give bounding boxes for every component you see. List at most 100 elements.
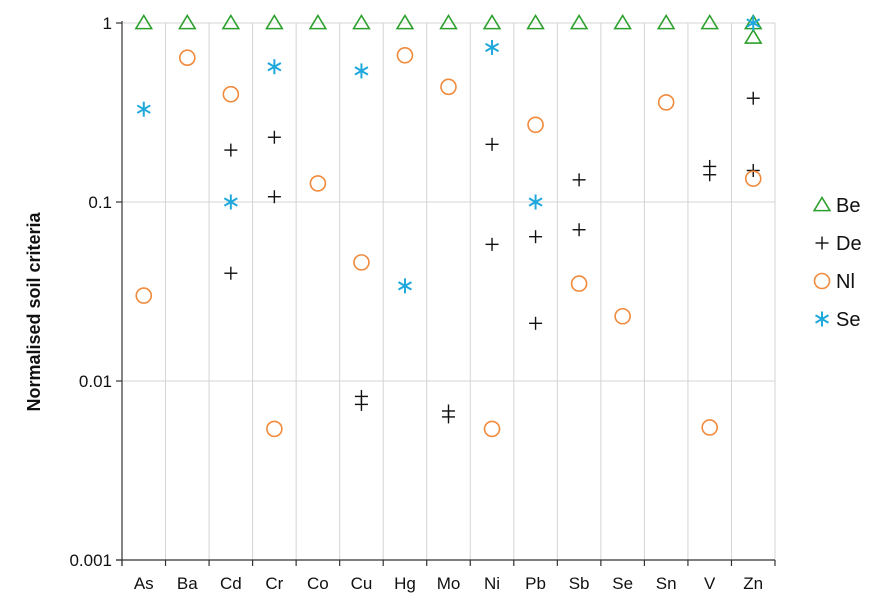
series-nl [135,47,762,438]
legend-label-be: Be [836,195,860,217]
legend: Be De Nl Se [812,195,862,331]
point-be-zn [743,28,763,44]
legend-marker-nl [813,272,831,290]
legend-item-nl: Nl [813,271,855,293]
point-nl-co [309,175,327,192]
point-de-pb [529,230,543,244]
data-points [134,13,763,438]
point-nl-ba [179,49,196,66]
legend-label-de: De [836,233,862,255]
point-de-cr [267,130,281,144]
x-tick-label: Co [307,574,329,593]
point-de-ni [485,237,499,251]
x-tick-label: Se [612,574,633,593]
y-tick-label: 0.01 [79,372,112,391]
point-nl-cr [266,420,283,438]
point-se-ni-d2 [485,42,500,53]
point-se-pb-d2 [528,197,543,207]
point-be-hg [395,13,415,30]
point-nl-se [614,307,631,325]
series-be [134,13,763,44]
point-be-se [613,13,632,30]
x-tick-label: Mo [437,574,461,593]
point-se-zn [746,15,761,31]
point-nl-as [135,287,153,304]
x-tick-label: V [704,574,716,593]
point-se-cr [267,59,282,75]
x-tick-label: Cu [351,574,373,593]
point-be-as [134,13,154,30]
point-be-sn [656,13,676,30]
point-de-v [703,168,717,182]
point-nl-sn [657,94,675,111]
point-be-ni [482,13,502,30]
point-be-cd [221,13,241,30]
x-tick-label: Hg [394,574,416,593]
point-nl-ni [483,420,501,438]
point-nl-mo [440,78,457,96]
point-de-sb [572,173,586,187]
point-se-cu [354,63,369,79]
x-tick-label: Ba [177,574,198,593]
point-be-cr [265,13,284,30]
x-tick-label: Cr [265,574,283,593]
point-de-cd [224,143,238,157]
point-de-sb [572,223,586,237]
grid-lines [122,22,776,561]
x-tick-label: Sb [569,574,590,593]
legend-marker-se-d2 [815,314,829,324]
point-de-cu [354,397,368,411]
tick-labels: 0.001 0.01 0.1 1 As Ba Cd Cr Co Cu Hg Mo Ni Pb Sb Se Sn V… [69,14,763,593]
legend-label-nl: Nl [836,271,855,293]
point-be-mo [439,13,458,30]
point-nl-v [701,419,719,436]
point-se-hg-d2 [397,281,412,291]
x-tick-label: Pb [525,574,546,593]
point-de-ni [485,137,499,151]
point-nl-pb [527,116,544,134]
point-se-as-d2 [136,104,151,114]
point-se-hg [397,278,412,294]
legend-item-be: Be [812,195,860,217]
x-tick-label: As [134,574,154,593]
point-nl-zn [744,170,762,187]
point-nl-hg [396,47,414,64]
series-se [136,15,761,294]
point-be-v [700,13,719,30]
point-de-cd [224,266,238,280]
x-tick-label: Cd [220,574,242,593]
point-de-zn [746,91,760,105]
x-tick-label: Zn [743,574,763,593]
point-se-pb [528,194,543,210]
point-de-cr [267,190,281,204]
y-tick-label: 0.001 [69,551,112,570]
point-se-cd [223,194,238,210]
y-axis-title: Normalised soil criteria [24,211,44,411]
point-se-cr-d2 [267,62,282,72]
y-tick-label: 0.1 [88,193,112,212]
point-se-cd-d2 [223,197,238,207]
point-nl-sb [570,275,588,292]
point-se-zn-d2 [746,18,761,28]
axes [116,21,776,566]
series-de [224,91,760,424]
point-be-sb [569,13,589,30]
point-nl-cu [353,254,370,271]
x-tick-label: Sn [656,574,677,593]
point-se-ni [485,39,500,55]
point-se-cu-d2 [354,66,369,76]
x-tick-label: Ni [484,574,500,593]
point-be-co [308,13,328,30]
legend-label-se: Se [836,309,860,331]
point-se-as [136,101,151,117]
legend-item-se: Se [815,309,860,331]
point-de-pb [529,316,543,330]
legend-marker-be [812,195,832,212]
legend-marker-de [815,236,829,250]
legend-marker-se [815,311,829,327]
point-be-pb [526,13,545,30]
point-be-ba [178,13,197,30]
point-be-cu [352,13,371,30]
point-de-mo [442,410,455,424]
